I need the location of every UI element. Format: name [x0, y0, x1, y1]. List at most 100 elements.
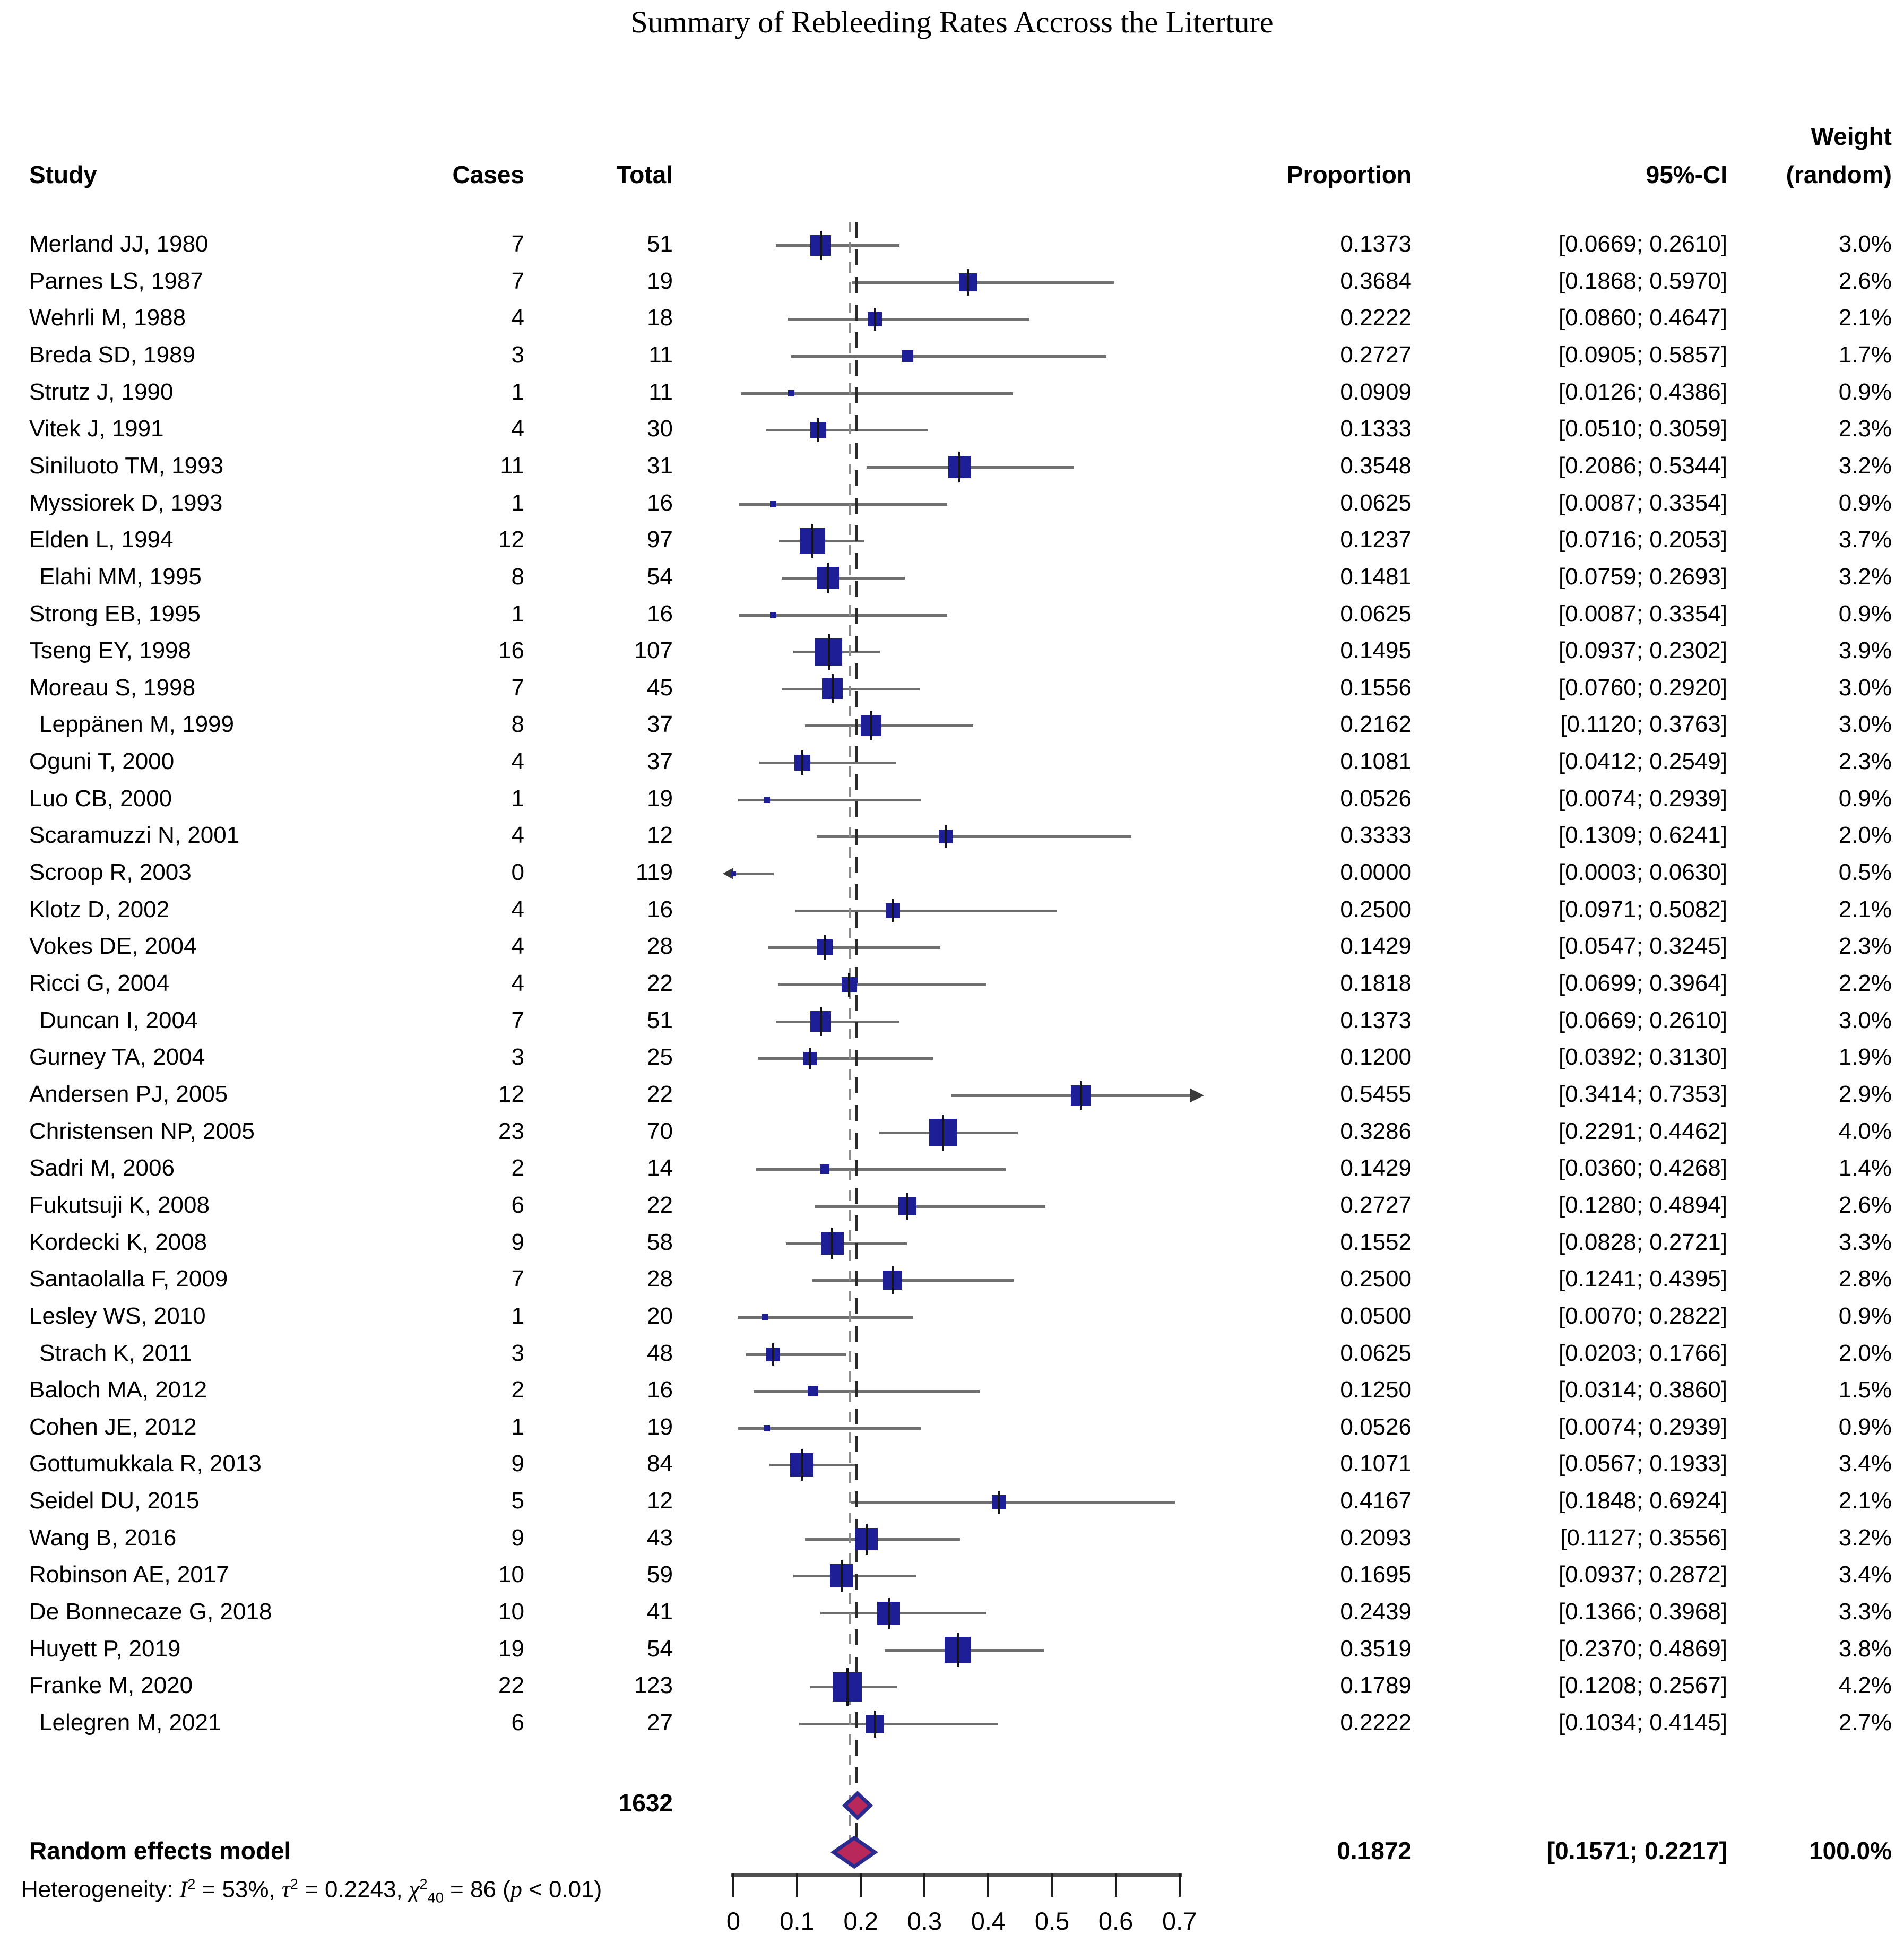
weight-value: 3.9%: [1838, 637, 1892, 664]
pooled-estimate-dashed-line-black: [854, 222, 858, 1872]
proportion-value: 0.3519: [1340, 1635, 1412, 1662]
ci-line: [756, 1168, 1006, 1171]
weight-value: 0.9%: [1838, 1302, 1892, 1329]
proportion-value: 0.1237: [1340, 526, 1412, 553]
weight-value: 3.0%: [1838, 1007, 1892, 1033]
ci-line: [739, 503, 947, 506]
x-axis-tick-label: 0.3: [907, 1907, 942, 1935]
ci-value: [0.0760; 0.2920]: [1558, 674, 1727, 701]
proportion-value: 0.0625: [1340, 489, 1412, 516]
study-name: Lesley WS, 2010: [29, 1302, 206, 1329]
ci-value: [0.1868; 0.5970]: [1558, 267, 1727, 294]
cases-value: 19: [498, 1635, 524, 1662]
proportion-value: 0.1250: [1340, 1377, 1412, 1403]
ci-line: [739, 614, 947, 617]
proportion-value: 0.1495: [1340, 637, 1412, 664]
study-name: Siniluoto TM, 1993: [29, 452, 224, 479]
cases-value: 3: [511, 341, 524, 368]
weight-value: 0.9%: [1838, 600, 1892, 627]
study-name: Oguni T, 2000: [29, 748, 175, 775]
total-value: 37: [647, 748, 673, 775]
total-value: 51: [647, 1007, 673, 1033]
proportion-value: 0.1081: [1340, 748, 1412, 775]
column-header-cases: Cases: [452, 161, 524, 188]
proportion-value: 0.5455: [1340, 1081, 1412, 1107]
study-name: Scaramuzzi N, 2001: [29, 822, 240, 849]
study-name: Wang B, 2016: [29, 1524, 177, 1551]
ci-line: [812, 1279, 1014, 1282]
x-axis-tick: [1178, 1873, 1181, 1897]
study-name: Vokes DE, 2004: [29, 933, 197, 960]
cases-value: 4: [511, 748, 524, 775]
ci-line: [791, 355, 1107, 358]
weight-value: 1.7%: [1838, 341, 1892, 368]
proportion-value: 0.0500: [1340, 1302, 1412, 1329]
point-estimate-tick: [887, 1597, 890, 1629]
point-estimate-tick: [840, 1560, 843, 1592]
pooled-diamond-random-effects: [830, 1835, 878, 1869]
ci-value: [0.0074; 0.2939]: [1558, 785, 1727, 811]
ci-line: [753, 1390, 980, 1393]
proportion-value: 0.0625: [1340, 1340, 1412, 1366]
weight-value: 4.0%: [1838, 1118, 1892, 1144]
cases-value: 8: [511, 711, 524, 738]
ci-value: [0.0669; 0.2610]: [1558, 231, 1727, 257]
point-estimate-tick: [873, 1710, 876, 1738]
total-value: 59: [647, 1561, 673, 1588]
weight-value: 2.3%: [1838, 933, 1892, 960]
study-name: Parnes LS, 1987: [29, 267, 203, 294]
study-name: Luo CB, 2000: [29, 785, 172, 811]
proportion-value: 0.2500: [1340, 896, 1412, 922]
ci-value: [0.0699; 0.3964]: [1558, 970, 1727, 996]
proportion-value: 0.1481: [1340, 563, 1412, 590]
total-value: 22: [647, 970, 673, 996]
cases-value: 1: [511, 1302, 524, 1329]
ci-value: [0.1366; 0.3968]: [1558, 1599, 1727, 1625]
point-estimate-tick: [801, 750, 803, 775]
proportion-value: 0.1200: [1340, 1044, 1412, 1070]
study-name: Elden L, 1994: [29, 526, 174, 553]
proportion-value: 0.1333: [1340, 416, 1412, 442]
grand-total-value: 1632: [618, 1789, 673, 1817]
pooled-diamond-total: [842, 1791, 873, 1820]
ci-line: [788, 318, 1030, 321]
study-name: Andersen PJ, 2005: [29, 1081, 228, 1107]
proportion-value: 0.1429: [1340, 933, 1412, 960]
x-axis-tick: [987, 1873, 990, 1897]
point-estimate-tick: [827, 634, 830, 670]
cases-value: 1: [511, 1413, 524, 1440]
weight-value: 3.2%: [1838, 452, 1892, 479]
ci-value: [0.0905; 0.5857]: [1558, 341, 1727, 368]
chart-title: Summary of Rebleeding Rates Accross the …: [630, 5, 1274, 39]
cases-value: 0: [511, 859, 524, 886]
weight-value: 3.7%: [1838, 526, 1892, 553]
cases-value: 16: [498, 637, 524, 664]
study-name: Breda SD, 1989: [29, 341, 196, 368]
study-name: Wehrli M, 1988: [29, 305, 186, 331]
ci-line: [776, 244, 900, 247]
weight-value: 3.8%: [1838, 1635, 1892, 1662]
total-value: 18: [647, 305, 673, 331]
point-estimate-tick: [831, 674, 834, 704]
cases-value: 3: [511, 1340, 524, 1366]
total-value: 12: [647, 822, 673, 849]
weight-value: 3.2%: [1838, 563, 1892, 590]
proportion-value: 0.1556: [1340, 674, 1412, 701]
point-estimate-tick: [831, 1228, 834, 1259]
cases-value: 8: [511, 563, 524, 590]
x-axis-tick: [1051, 1873, 1053, 1897]
weight-value: 0.9%: [1838, 378, 1892, 405]
weight-value: 3.4%: [1838, 1561, 1892, 1588]
ci-value: [0.1208; 0.2567]: [1558, 1672, 1727, 1699]
column-header-weight-line2: (random): [1786, 161, 1892, 188]
study-name: Robinson AE, 2017: [29, 1561, 229, 1588]
weight-value: 2.9%: [1838, 1081, 1892, 1107]
point-estimate-tick: [892, 1266, 894, 1294]
cases-value: 4: [511, 896, 524, 922]
cases-value: 4: [511, 970, 524, 996]
ci-value: [0.0971; 0.5082]: [1558, 896, 1727, 922]
point-estimate-tick: [998, 1490, 1000, 1514]
cases-value: 1: [511, 785, 524, 811]
ci-arrow-left-icon: [723, 868, 734, 880]
cases-value: 22: [498, 1672, 524, 1699]
